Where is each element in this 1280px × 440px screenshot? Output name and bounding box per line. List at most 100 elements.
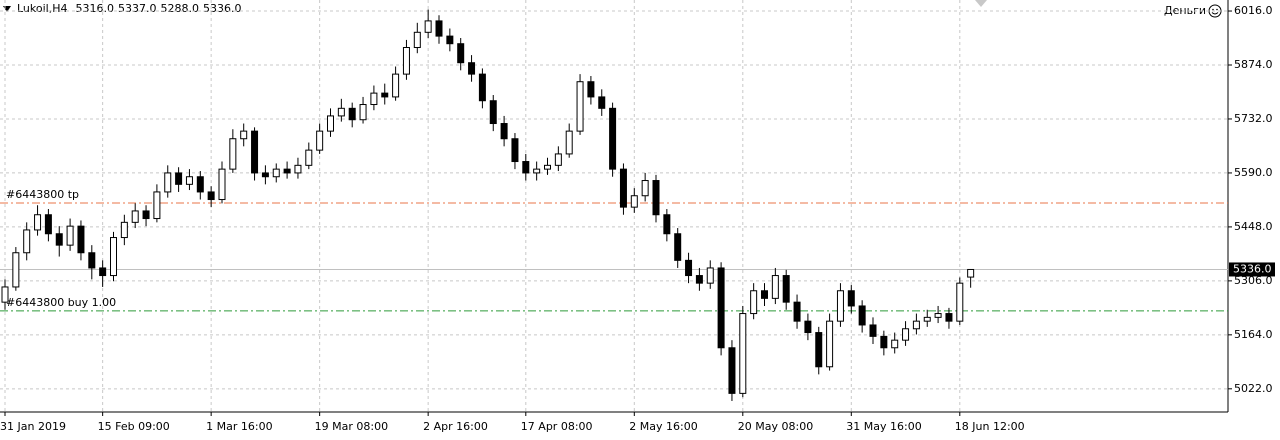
candle-body	[576, 81, 584, 132]
header-value: 5316.0	[76, 2, 115, 15]
candle-body	[782, 275, 790, 303]
candle-body	[305, 149, 313, 166]
candle-body	[609, 107, 617, 170]
candle-body	[869, 324, 877, 337]
candle-body	[261, 172, 269, 178]
trade-level-label: #6443800 tp	[6, 188, 79, 201]
candle-body	[55, 233, 63, 246]
candle-body	[771, 275, 779, 299]
candle-body	[120, 221, 128, 239]
candle-body	[337, 107, 345, 117]
y-tick-label: 5732.0	[1234, 112, 1273, 125]
expert-name: Деньги	[1164, 4, 1206, 17]
candle-body	[826, 320, 834, 368]
candle-body	[359, 104, 367, 121]
candle-body	[88, 252, 96, 269]
x-tick-label: 2 Apr 16:00	[423, 420, 488, 433]
candle-body	[891, 339, 899, 349]
y-tick-label: 5590.0	[1234, 166, 1273, 179]
candle-body	[522, 161, 530, 174]
candle-body	[110, 237, 117, 277]
candle-body	[706, 267, 714, 284]
candle-body	[793, 301, 801, 322]
candle-body	[554, 153, 562, 166]
candle-body	[630, 195, 638, 208]
y-tick-label: 5874.0	[1234, 58, 1273, 71]
y-tick-label: 5022.0	[1234, 382, 1273, 395]
trade-level-label: #6443800 buy 1.00	[6, 296, 116, 309]
candle-body	[424, 20, 432, 33]
candle-body	[836, 290, 844, 322]
candle-body	[717, 267, 725, 349]
candle-body	[500, 123, 508, 140]
header-value: 5288.0	[161, 2, 200, 15]
candle-body	[674, 233, 682, 261]
candle-body	[533, 168, 541, 174]
candle-body	[652, 180, 660, 216]
candle-body	[218, 168, 226, 201]
x-tick-label: 15 Feb 09:00	[98, 420, 170, 433]
candle-body	[34, 214, 42, 231]
candle-body	[804, 320, 812, 334]
bid-box	[1229, 262, 1275, 277]
x-tick-label: 2 May 16:00	[629, 420, 697, 433]
smiley	[1208, 4, 1222, 18]
x-tick-label: 19 Mar 08:00	[315, 420, 388, 433]
candle-body	[598, 96, 606, 109]
candle-body	[902, 328, 910, 341]
candle-body	[175, 172, 183, 185]
x-tick-label: 31 May 16:00	[846, 420, 921, 433]
candle-body	[945, 313, 953, 322]
candle-body	[489, 100, 497, 125]
candle-body	[240, 130, 248, 140]
candle-body	[761, 290, 768, 299]
candle-body	[967, 268, 975, 278]
candles	[1, 9, 975, 401]
candle-body	[435, 20, 443, 37]
candle-body	[392, 73, 400, 98]
candle-body	[381, 92, 389, 98]
candle-body	[880, 335, 888, 349]
candle-body	[316, 130, 324, 151]
candle-body	[99, 267, 107, 277]
candle-body	[131, 210, 139, 223]
candle-body	[815, 332, 823, 368]
candle-body	[478, 73, 486, 102]
candle-body	[348, 107, 356, 121]
y-tick-label: 6016.0	[1234, 4, 1273, 17]
candle-body	[251, 130, 259, 174]
candle-body	[185, 176, 193, 185]
header-value: 5337.0	[118, 2, 157, 15]
candle-body	[23, 229, 31, 254]
y-tick-label: 5306.0	[1234, 274, 1273, 287]
candle-body	[370, 92, 378, 106]
x-tick-label: 17 Apr 08:00	[521, 420, 593, 433]
shift-marker	[975, 0, 987, 7]
candle-body	[66, 225, 74, 246]
x-tick-label: 1 Mar 16:00	[206, 420, 272, 433]
candle-body	[164, 172, 172, 193]
candle-body	[934, 313, 942, 318]
candle-body	[750, 290, 758, 315]
candle-body	[847, 290, 855, 307]
candle-body	[565, 130, 573, 155]
symbol: Lukoil,H4	[17, 2, 68, 15]
x-tick-label: 20 May 08:00	[738, 420, 813, 433]
candle-body	[283, 168, 291, 174]
candle-body	[402, 47, 410, 75]
header-value: 5336.0	[203, 2, 242, 15]
candle-body	[511, 138, 519, 163]
candle-body	[327, 115, 334, 132]
y-tick-label: 5448.0	[1234, 220, 1273, 233]
candle-body	[272, 168, 280, 178]
candle-body	[457, 43, 465, 64]
x-tick-label: 31 Jan 2019	[0, 420, 66, 433]
candle-body	[912, 320, 920, 330]
candle-body	[468, 62, 476, 75]
bid-label: 5336.0	[1233, 262, 1272, 275]
candle-body	[294, 164, 302, 174]
candle-body	[695, 275, 703, 284]
